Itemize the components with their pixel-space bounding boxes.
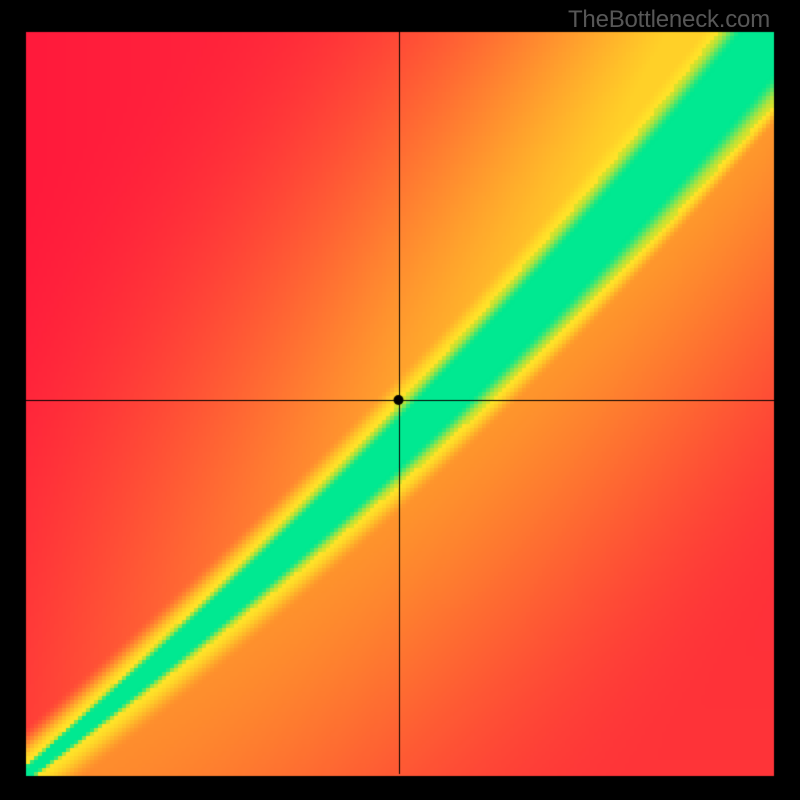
bottleneck-heatmap [0,0,800,800]
watermark-text: TheBottleneck.com [568,6,770,34]
chart-container: TheBottleneck.com [0,0,800,800]
